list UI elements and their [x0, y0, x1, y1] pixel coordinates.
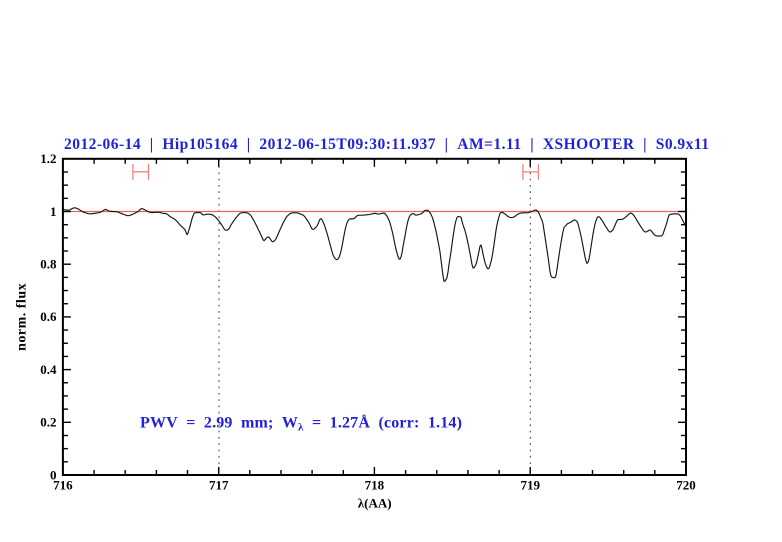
svg-text:0: 0	[50, 467, 57, 482]
svg-text:1.2: 1.2	[40, 151, 56, 166]
svg-text:0.8: 0.8	[40, 257, 57, 272]
svg-text:norm. flux: norm. flux	[15, 283, 30, 351]
svg-text:0.2: 0.2	[40, 415, 56, 430]
svg-text:717: 717	[209, 478, 229, 493]
svg-text:2012-06-14 | Hip105164 | 2: 2012-06-14 | Hip105164 | 2012-06-15T09:3…	[64, 136, 709, 153]
svg-text:λ(AA): λ(AA)	[358, 496, 392, 511]
svg-text:720: 720	[676, 478, 696, 493]
svg-text:718: 718	[365, 478, 385, 493]
svg-text:0.6: 0.6	[40, 309, 57, 324]
svg-text:1: 1	[50, 204, 57, 219]
svg-text:0.4: 0.4	[40, 362, 57, 377]
svg-text:716: 716	[53, 478, 73, 493]
svg-text:PWV = 2.99 mm; Wλ = 1.27: PWV = 2.99 mm; Wλ = 1.27Å (corr: 1.14)	[140, 413, 462, 433]
svg-text:719: 719	[520, 478, 540, 493]
